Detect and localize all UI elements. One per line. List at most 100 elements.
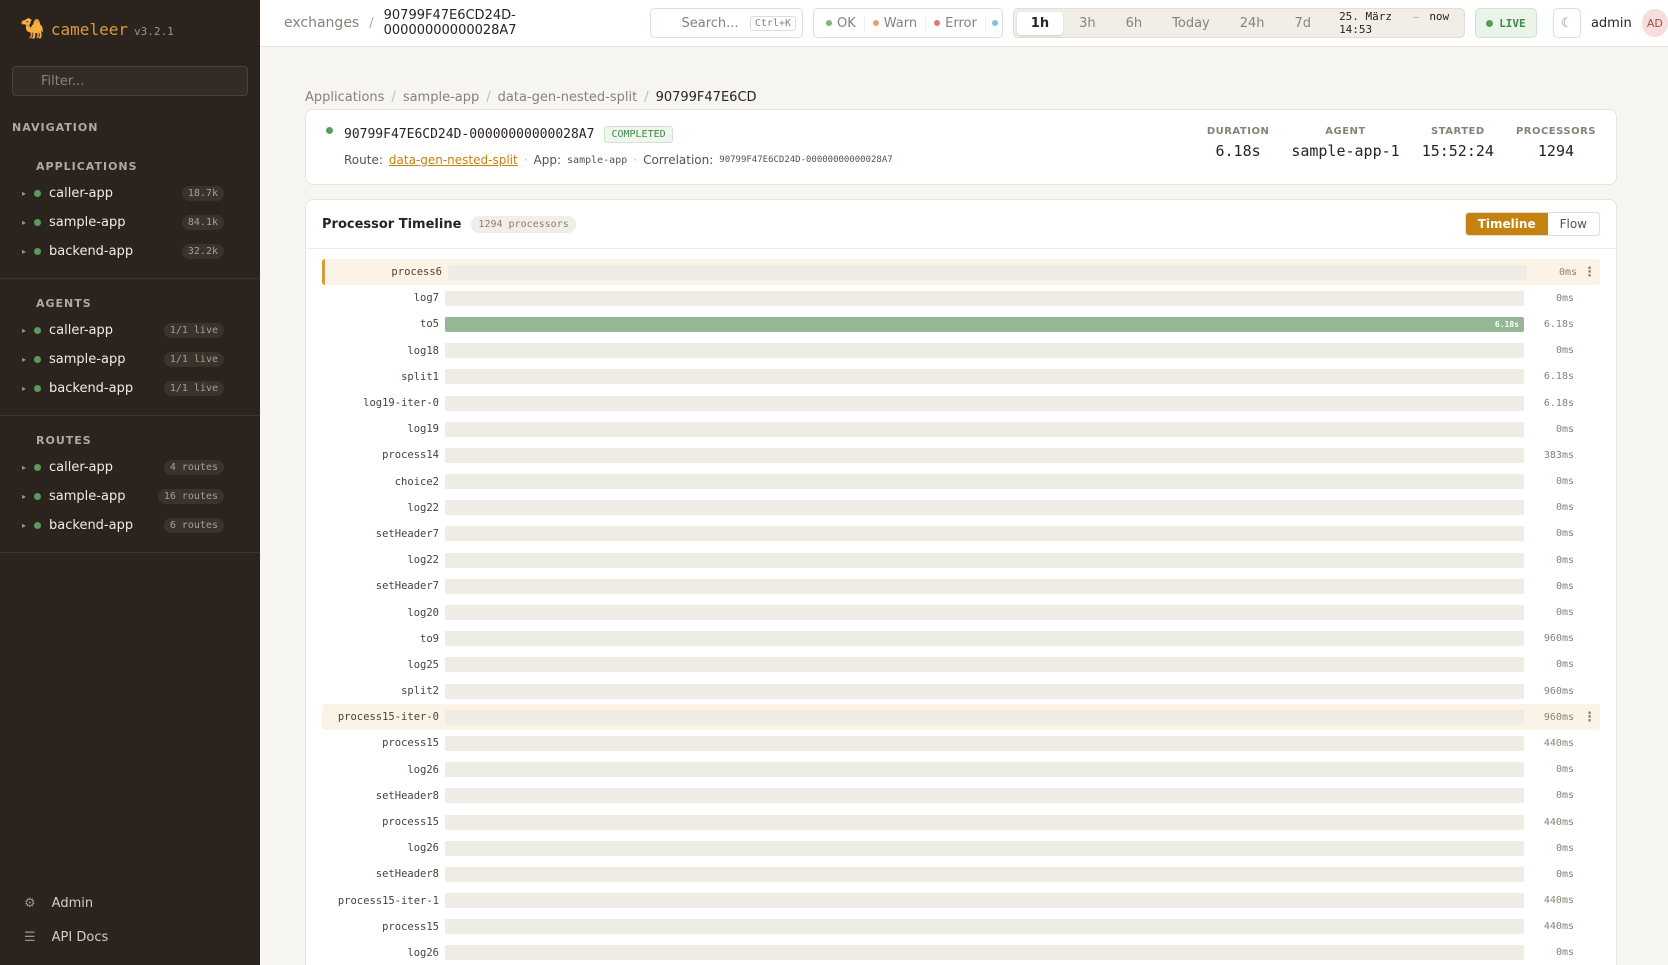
- route-link[interactable]: data-gen-nested-split: [388, 153, 518, 167]
- status-dot: [34, 385, 42, 392]
- range-button[interactable]: 24h: [1239, 15, 1265, 31]
- timeline-row[interactable]: to9 960ms: [322, 626, 1600, 652]
- bar-track: [445, 840, 1524, 856]
- status-dot: [34, 464, 42, 471]
- view-tab[interactable]: Timeline: [1465, 213, 1548, 235]
- nav-item[interactable]: ▸ caller-app 18.7k: [0, 179, 260, 208]
- breadcrumb-item[interactable]: data-gen-nested-split: [497, 90, 638, 105]
- section-title[interactable]: APPLICATIONS: [0, 156, 260, 179]
- breadcrumb: Applications / sample-app / data-gen-nested-…: [305, 90, 757, 105]
- status-dot: [34, 190, 42, 197]
- timeline-row[interactable]: log7 0ms: [322, 285, 1600, 311]
- view-tab[interactable]: Flow: [1559, 217, 1587, 231]
- caret: ▸: [22, 521, 27, 530]
- timeline-title: Processor Timeline: [322, 216, 462, 232]
- breadcrumb-item[interactable]: sample-app: [402, 90, 480, 105]
- nav-item[interactable]: ▸ caller-app 1/1 live: [0, 316, 260, 345]
- filter-button[interactable]: Error: [926, 15, 986, 31]
- timeline-row[interactable]: choice2 0ms: [322, 469, 1600, 495]
- filter-dot: [991, 20, 998, 26]
- timeline-row[interactable]: log26 0ms: [322, 835, 1600, 861]
- nav-item[interactable]: ▸ sample-app 84.1k: [0, 208, 260, 237]
- timeline-row[interactable]: log22 0ms: [322, 495, 1600, 521]
- brand-name: cameleer: [50, 20, 128, 39]
- nav-item[interactable]: ▸ caller-app 4 routes: [0, 453, 260, 482]
- timeline-row[interactable]: split2 960ms: [322, 678, 1600, 704]
- footer-link[interactable]: ⚙ Admin: [24, 896, 93, 911]
- range-button[interactable]: Today: [1172, 15, 1210, 31]
- section-title[interactable]: AGENTS: [0, 293, 260, 316]
- timeline-row[interactable]: log26 0ms: [322, 757, 1600, 783]
- timeline-row[interactable]: process15-iter-1 440ms: [322, 888, 1600, 914]
- filter-button[interactable]: OK: [818, 15, 865, 31]
- processor-name: setHeader7: [375, 527, 439, 540]
- stat: DURATION 6.18s: [1207, 126, 1270, 160]
- nav-item[interactable]: ▸ sample-app 16 routes: [0, 482, 260, 511]
- timeline-row[interactable]: log26 0ms: [322, 940, 1600, 965]
- time-window: 25. März 14:53 — now: [1327, 10, 1461, 36]
- live-button[interactable]: LIVE: [1475, 8, 1537, 38]
- row-menu[interactable]: ⋮: [1583, 264, 1596, 280]
- item-name: backend-app: [49, 518, 134, 533]
- caret: ▸: [22, 492, 27, 501]
- timeline-row[interactable]: process15-iter-0 960ms ⋮: [322, 704, 1600, 731]
- timeline-row[interactable]: log25 0ms: [322, 652, 1600, 678]
- item-name: backend-app: [49, 244, 134, 259]
- timeline-row[interactable]: log19 0ms: [322, 416, 1600, 442]
- duration: 960ms: [1543, 633, 1574, 645]
- nav-item[interactable]: ▸ backend-app 1/1 live: [0, 374, 260, 403]
- item-name: sample-app: [49, 489, 126, 504]
- correlation-value: 90799F47E6CD24D-00000000000028A7: [719, 155, 893, 165]
- timeline-row[interactable]: log18 0ms: [322, 338, 1600, 364]
- timeline-row[interactable]: process15 440ms: [322, 914, 1600, 940]
- exchange-id: 90799F47E6CD24D-00000000000028A7: [344, 127, 595, 142]
- range-button[interactable]: 1h: [1016, 11, 1064, 35]
- nav-item[interactable]: ▸ backend-app 6 routes: [0, 511, 260, 540]
- range-button[interactable]: 6h: [1125, 15, 1143, 31]
- footer-link[interactable]: ☰ API Docs: [24, 930, 108, 945]
- breadcrumb-item[interactable]: Applications: [305, 90, 385, 105]
- timeline-row[interactable]: setHeader8 0ms: [322, 783, 1600, 809]
- timeline-row[interactable]: process6 0ms ⋮: [322, 259, 1600, 286]
- duration: 0ms: [1555, 764, 1574, 776]
- nav-item[interactable]: ▸ sample-app 1/1 live: [0, 345, 260, 374]
- range-button[interactable]: 3h: [1079, 15, 1096, 31]
- bar-track: [445, 605, 1524, 621]
- section-label: AGENTS: [36, 297, 92, 310]
- avatar[interactable]: AD: [1641, 9, 1668, 37]
- row-menu[interactable]: ⋮: [1583, 709, 1596, 725]
- search[interactable]: Search... Ctrl+K: [650, 8, 803, 38]
- timeline-row[interactable]: log19-iter-0 6.18s: [322, 390, 1600, 416]
- nav-item[interactable]: ▸ backend-app 32.2k: [0, 237, 260, 266]
- bar-track: [445, 735, 1524, 751]
- theme-toggle[interactable]: ☾: [1552, 8, 1581, 38]
- bar-track: [445, 578, 1524, 594]
- processor-name: process15-iter-1: [337, 894, 439, 907]
- timeline-row[interactable]: log20 0ms: [322, 599, 1600, 625]
- timeline-row[interactable]: setHeader8 0ms: [322, 861, 1600, 887]
- filter-label: Error: [945, 15, 977, 31]
- filter-input[interactable]: Filter...: [12, 66, 248, 96]
- timeline-row[interactable]: split1 6.18s: [322, 364, 1600, 390]
- processor-name: process15: [382, 920, 439, 933]
- timeline-row[interactable]: process14 383ms: [322, 442, 1600, 468]
- timeline-row[interactable]: to5 6.18s 6.18s: [322, 311, 1600, 337]
- crumb-root[interactable]: exchanges: [284, 15, 360, 31]
- nav-section: ROUTES ▸ caller-app 4 routes ▸ sample-app 16 r…: [0, 430, 260, 553]
- range-button[interactable]: 7d: [1294, 15, 1312, 31]
- footer-label: API Docs: [51, 930, 109, 945]
- caret: ▸: [22, 218, 27, 227]
- timeline-row[interactable]: setHeader7 0ms: [322, 573, 1600, 599]
- live-dot: [1486, 19, 1494, 27]
- meta-sep: ·: [523, 153, 528, 167]
- filter-button[interactable]: Warn: [865, 15, 927, 31]
- timeline-row[interactable]: setHeader7 0ms: [322, 521, 1600, 547]
- timeline-row[interactable]: process15 440ms: [322, 730, 1600, 756]
- timeline-row[interactable]: process15 440ms: [322, 809, 1600, 835]
- processor-name: choice2: [394, 475, 439, 488]
- item-badge: 16 routes: [157, 489, 224, 504]
- exchange-title: 90799F47E6CD24D-00000000000028A7 COMPLETE…: [344, 126, 673, 143]
- timeline-row[interactable]: log22 0ms: [322, 547, 1600, 573]
- bar-track: [445, 474, 1524, 490]
- section-title[interactable]: ROUTES: [0, 430, 260, 453]
